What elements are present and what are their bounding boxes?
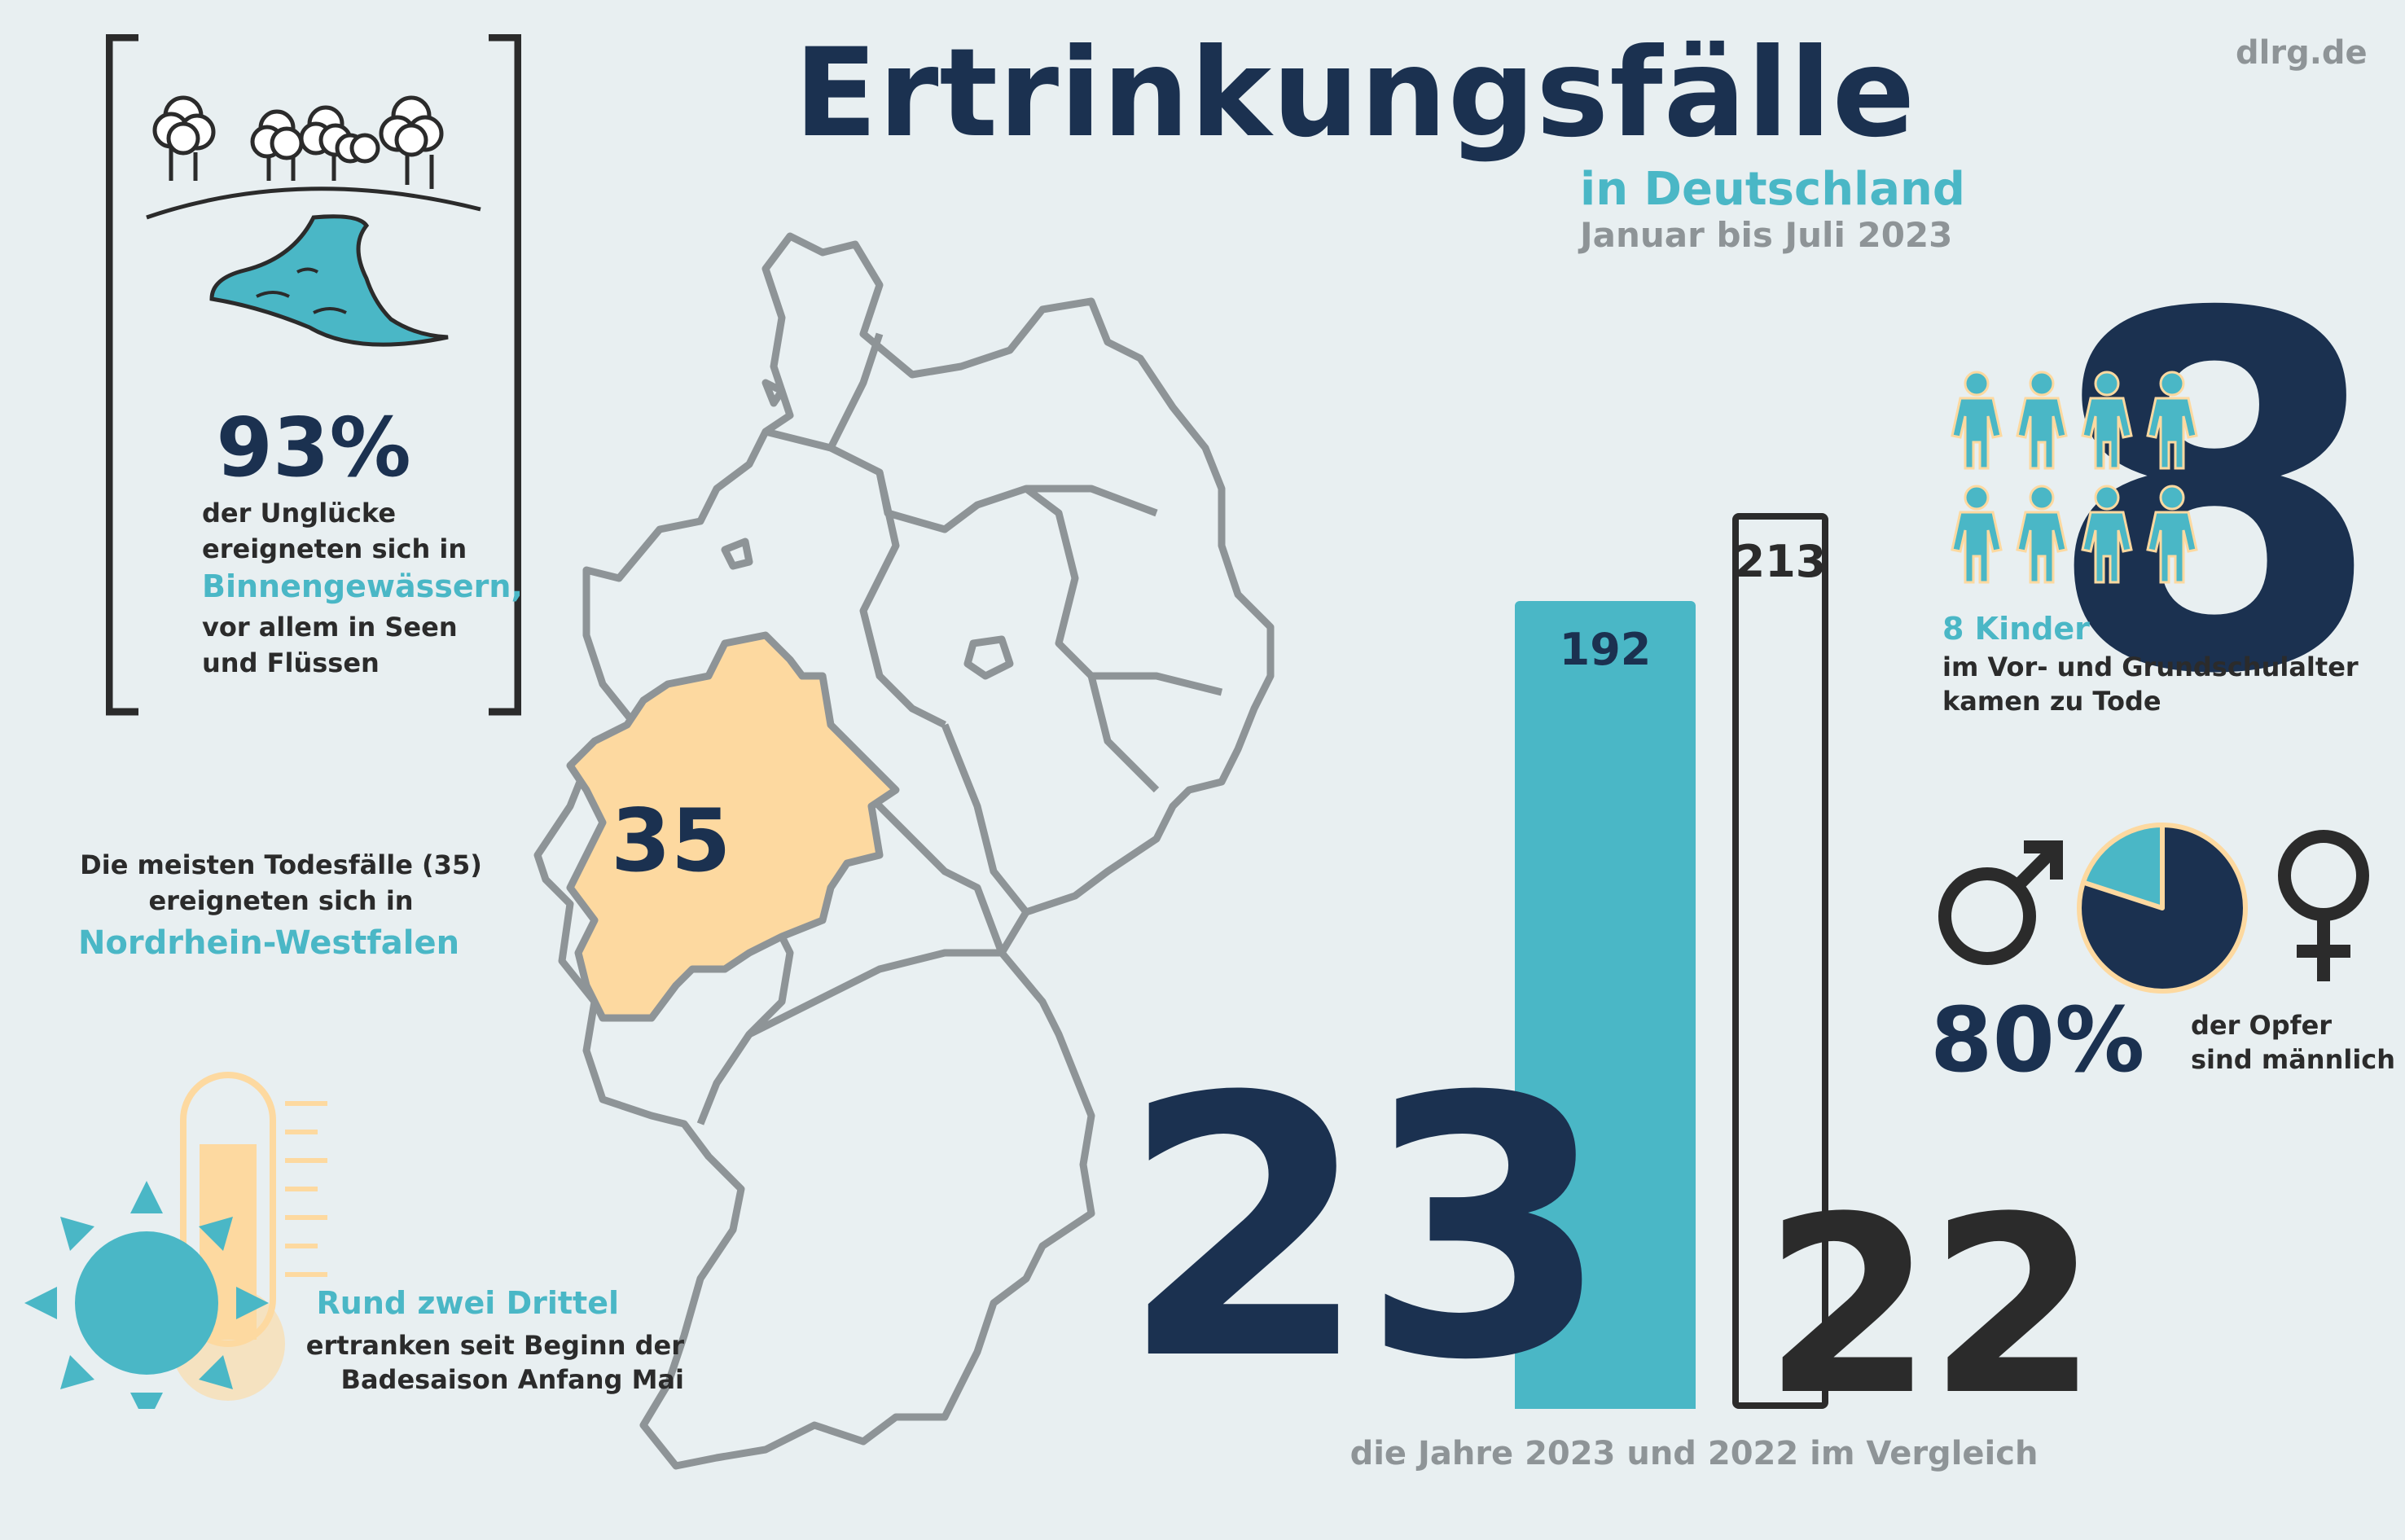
year-2023-number: 23 [1120, 1021, 1610, 1438]
child-figures-icon [1951, 371, 2198, 584]
gender-text-line: der Opfer [2191, 1010, 2333, 1041]
children-text-line: im Vor- und Grundschulalter [1942, 652, 2359, 682]
hill-line [146, 186, 481, 220]
trees-icon [152, 95, 444, 189]
state-border [1087, 674, 1160, 793]
state-border [1024, 485, 1223, 696]
bar-2023 [1515, 601, 1696, 1409]
season-highlight: Rund zwei Drittel [316, 1285, 619, 1321]
germany-map [533, 232, 1275, 1470]
nrw-region [566, 631, 900, 1022]
gender-pie-chart [2077, 823, 2248, 994]
bracket-left-icon [106, 34, 138, 716]
female-symbol-icon [2278, 830, 2369, 981]
pie-female-slice [2080, 823, 2165, 910]
male-symbol-icon [1938, 840, 2063, 965]
season-text-line: Badesaison Anfang Mai [340, 1364, 684, 1395]
river-icon [209, 214, 449, 347]
season-text-line: ertranken seit Beginn der [305, 1330, 684, 1361]
bremen-shape [721, 537, 753, 570]
year-2022-number: 22 [1763, 1165, 2098, 1449]
bracket-right-icon [489, 34, 521, 716]
gender-text-line: sind männlich [2191, 1044, 2396, 1075]
inland-text-line: ereigneten sich in [202, 533, 467, 564]
inland-highlight: Binnengewässern, [202, 568, 523, 604]
state-border [941, 723, 1029, 915]
comparison-caption: die Jahre 2023 und 2022 im Vergleich [1350, 1435, 2039, 1472]
brand-link[interactable]: dlrg.de [2236, 34, 2368, 72]
map-outline [533, 232, 1275, 1470]
period-label: Januar bis Juli 2023 [1580, 215, 1953, 255]
state-name: Nordrhein-Westfalen [77, 924, 460, 962]
berlin-shape [963, 635, 1014, 680]
male-percent: 80% [1930, 988, 2145, 1092]
sun-thermometer-illustration [24, 1072, 327, 1409]
hamburg-shape [761, 379, 786, 407]
gender-illustration [1938, 823, 2369, 994]
children-text-line: kamen zu Tode [1942, 686, 2161, 717]
state-text-line: Die meisten Todesfälle (35) [80, 849, 482, 880]
page-subtitle: in Deutschland [1580, 163, 1965, 216]
children-headline: 8 Kinder [1942, 611, 2090, 647]
inland-text-line: der Unglücke [202, 498, 397, 529]
inland-percent: 93% [216, 400, 411, 495]
state-border [859, 472, 947, 729]
nrw-count: 35 [611, 791, 731, 891]
state-border [764, 428, 1158, 533]
state-border [747, 949, 1002, 1038]
bar-2022 [1732, 513, 1828, 1409]
bar-label-2022: 213 [1734, 536, 1827, 587]
lake-illustration [106, 34, 521, 716]
sun-icon [24, 1181, 269, 1409]
inland-text-line: vor allem in Seen [202, 612, 458, 643]
inland-text-line: und Flüssen [202, 647, 380, 678]
page-title: Ertrinkungsfälle [794, 23, 1916, 165]
state-border [827, 332, 884, 450]
bar-label-2023: 192 [1559, 624, 1652, 676]
state-text-line: ereigneten sich in [148, 885, 414, 916]
